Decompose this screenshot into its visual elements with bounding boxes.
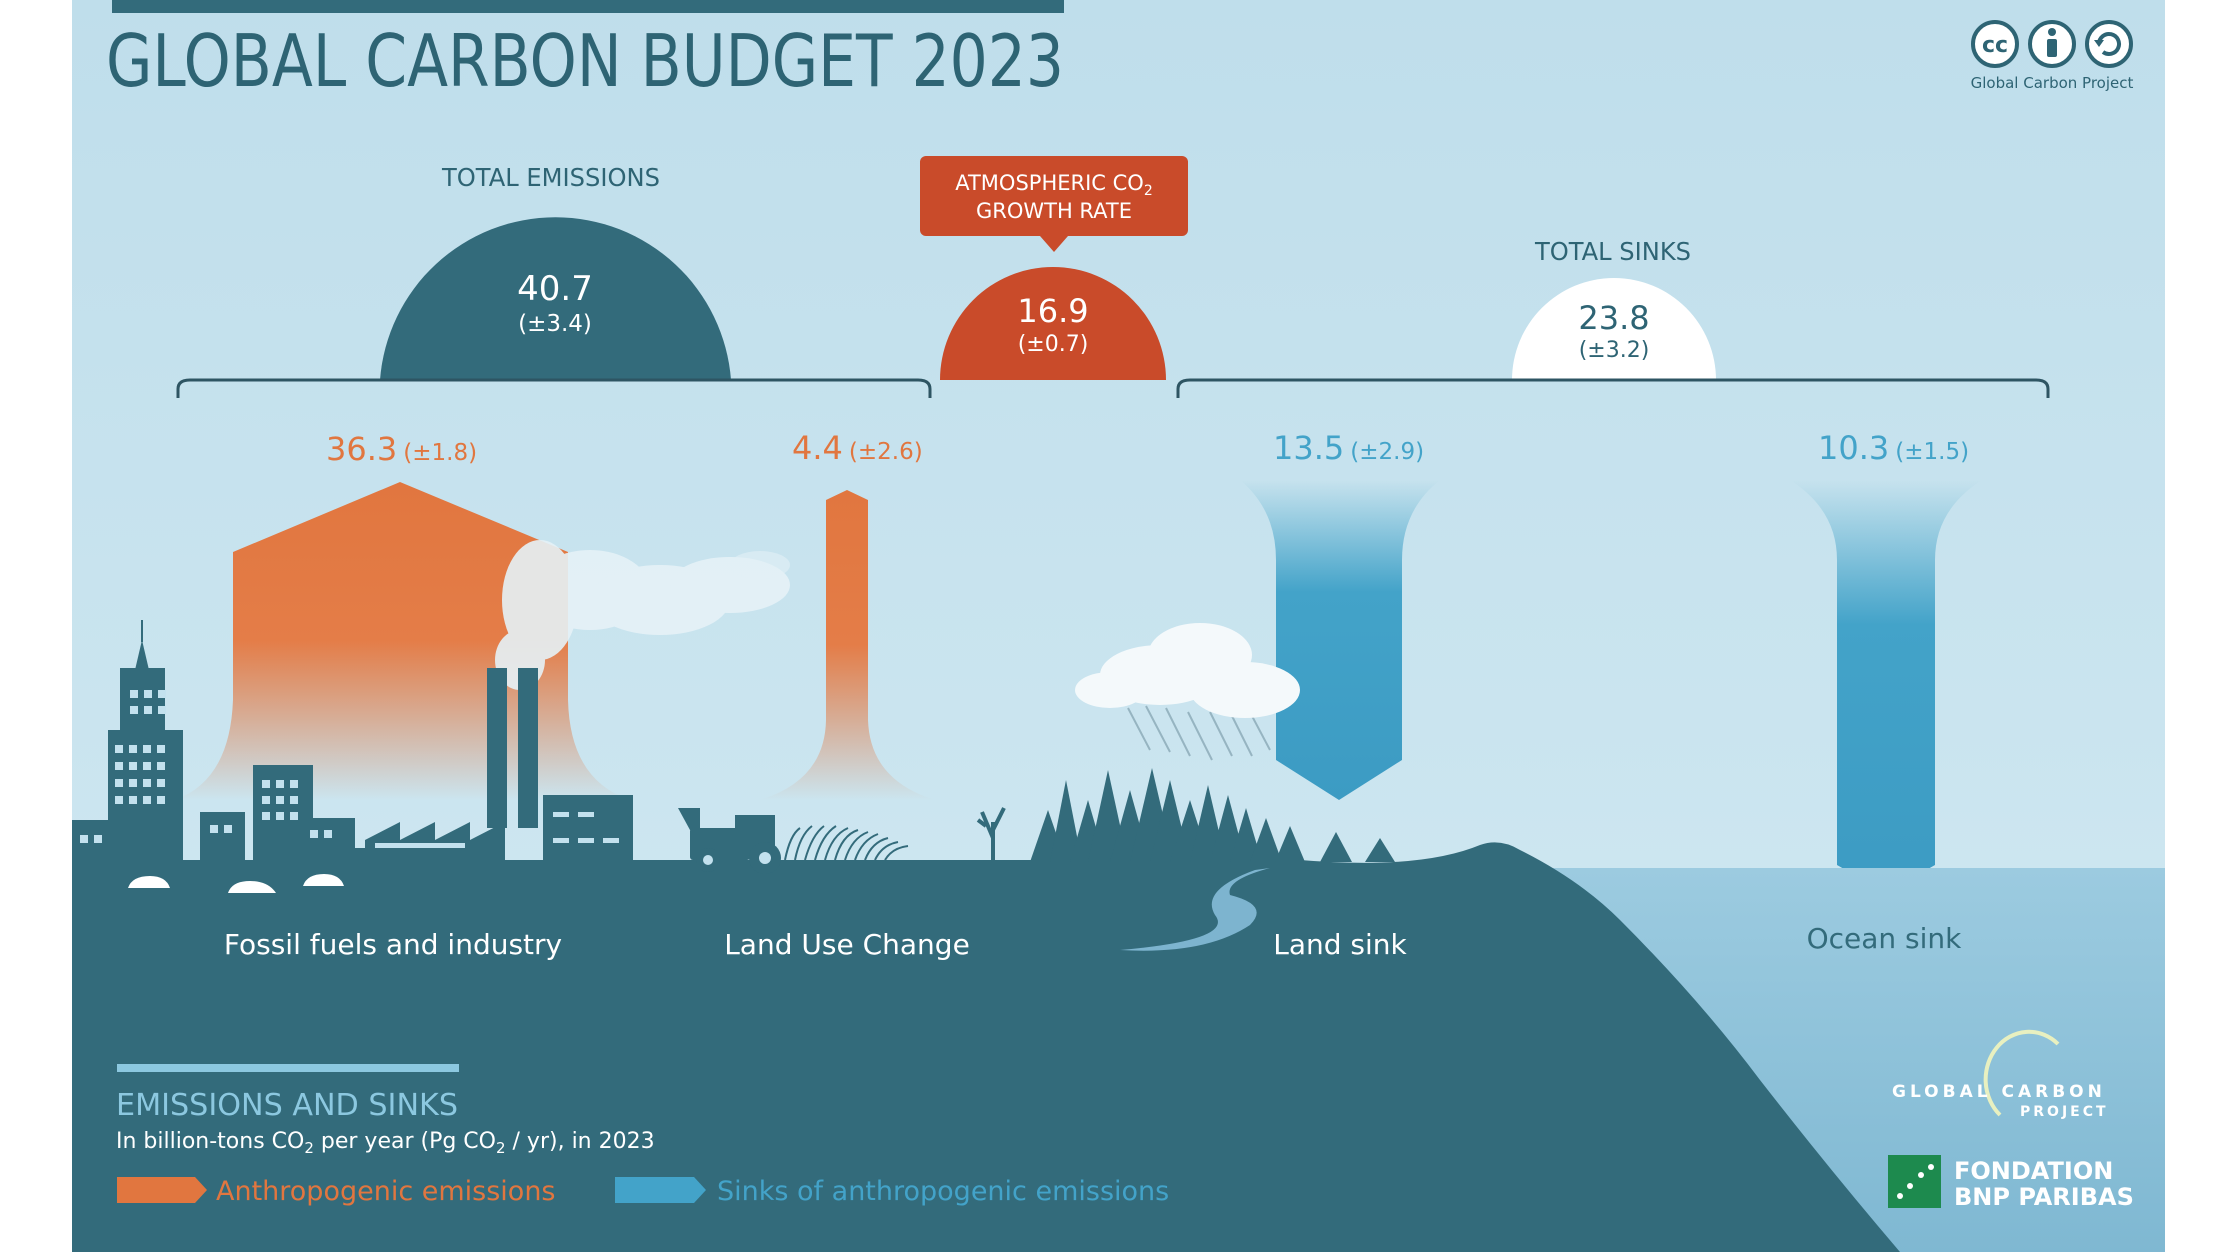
attribution-icon (2028, 20, 2076, 68)
total-sinks-value: 23.8 (1578, 299, 1649, 337)
legend-units: In billion-tons CO2 per year (Pg CO2 / y… (116, 1129, 655, 1157)
atmospheric-value: 16.9 (1017, 292, 1088, 330)
luc-emission-arrow (760, 490, 935, 800)
city-skyline (72, 620, 642, 880)
legend-sink-swatch (615, 1177, 706, 1203)
left-margin (0, 0, 72, 1252)
land-sink-label: Land sink (1273, 928, 1407, 961)
atmospheric-dome (940, 267, 1166, 380)
emissions-bracket (176, 378, 932, 398)
ocean-sink-label: Ocean sink (1807, 922, 1963, 955)
svg-text:BNP PARIBAS: BNP PARIBAS (1954, 1183, 2134, 1211)
rain-cloud-icon (1075, 623, 1300, 761)
ground (72, 842, 1900, 1252)
crop-field (784, 825, 909, 861)
global-carbon-project-logo: GLOBAL CARBON PROJECT (1892, 1029, 2109, 1120)
atmospheric-label-line1: ATMOSPHERIC CO2 (955, 171, 1153, 199)
total-emissions-dome (380, 217, 731, 380)
svg-text:PROJECT: PROJECT (2020, 1104, 2109, 1120)
ocean-sink-arrow (1790, 480, 1982, 893)
tractor-icon (678, 808, 781, 874)
city-windows (80, 690, 619, 848)
ocean-sink-value: 10.3 (±1.5) (1818, 429, 1969, 467)
title-bar (112, 0, 1064, 13)
total-emissions-value: 40.7 (517, 269, 593, 309)
license-icons: cc Global Carbon Project (1971, 20, 2134, 92)
smoke-cloud (495, 540, 790, 690)
page-title: GLOBAL CARBON BUDGET 2023 (106, 19, 1064, 103)
total-sinks-dome (1512, 278, 1716, 380)
license-caption: Global Carbon Project (1971, 74, 2134, 92)
luc-label: Land Use Change (724, 928, 970, 961)
atmospheric-label-box (920, 156, 1188, 236)
luc-flow-value: 4.4 (±2.6) (792, 429, 923, 467)
land-sink-value: 13.5 (±2.9) (1273, 429, 1424, 467)
total-emissions-label: TOTAL EMISSIONS (441, 163, 660, 192)
svg-text:FONDATION: FONDATION (1954, 1157, 2113, 1185)
bare-tree-icon (976, 807, 1006, 862)
share-alike-icon (2085, 20, 2133, 68)
legend-emission-label: Anthropogenic emissions (216, 1176, 556, 1207)
legend-emission-swatch (117, 1177, 207, 1203)
total-sinks-uncertainty: (±3.2) (1579, 338, 1650, 363)
fossil-flow-value: 36.3 (±1.8) (326, 430, 477, 468)
right-margin (2165, 0, 2234, 1252)
cars (128, 874, 344, 893)
forest (1030, 768, 1395, 862)
svg-text:cc: cc (1982, 33, 2008, 58)
atmospheric-uncertainty: (±0.7) (1018, 332, 1089, 357)
sinks-bracket (1176, 378, 2050, 398)
river (1120, 868, 1270, 951)
legend-rule (117, 1064, 459, 1072)
atmospheric-label-pointer (1040, 236, 1068, 252)
svg-text:GLOBAL CARBON: GLOBAL CARBON (1892, 1082, 2106, 1102)
fondation-bnp-paribas-logo: FONDATION BNP PARIBAS (1888, 1155, 2134, 1211)
cc-icon: cc (1971, 20, 2019, 68)
land-sink-arrow (1240, 480, 1440, 800)
total-sinks-label: TOTAL SINKS (1534, 237, 1691, 266)
legend-sink-label: Sinks of anthropogenic emissions (717, 1176, 1169, 1207)
total-emissions-uncertainty: (±3.4) (518, 311, 592, 337)
atmospheric-label-line2: GROWTH RATE (976, 199, 1132, 223)
fossil-label: Fossil fuels and industry (224, 928, 562, 961)
legend-heading: EMISSIONS AND SINKS (116, 1088, 458, 1123)
